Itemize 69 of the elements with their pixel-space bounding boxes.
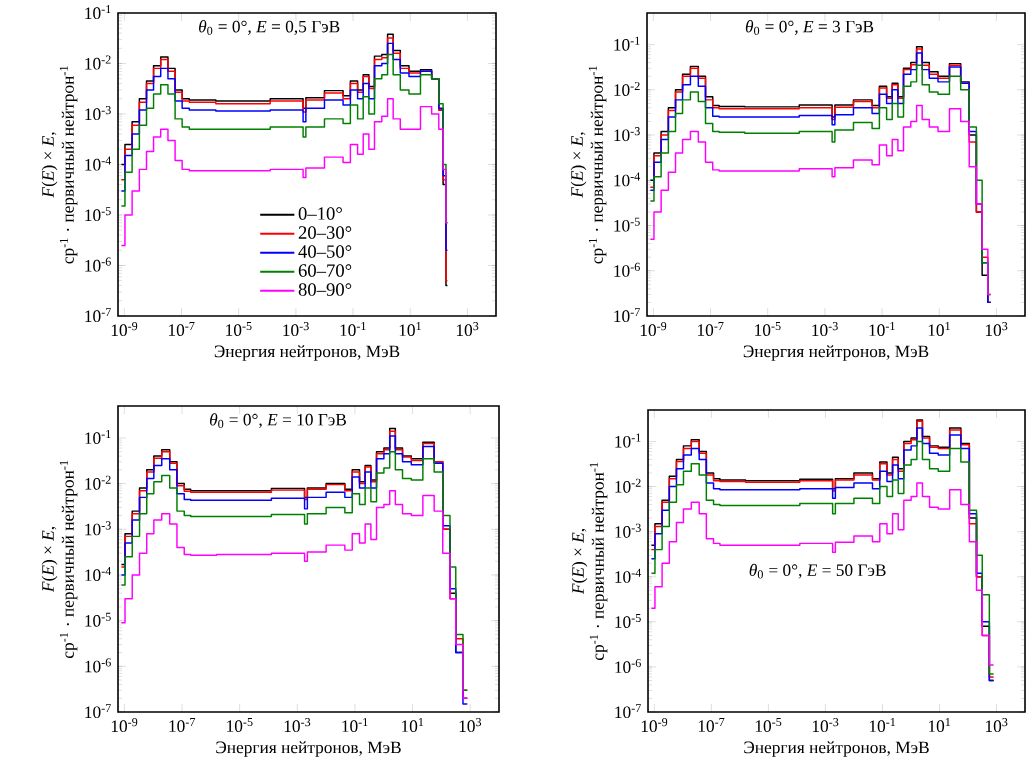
x-axis-title: Энергия нейтронов, МэВ bbox=[743, 345, 929, 361]
y-tick-label: 10$^{-1}$ bbox=[614, 36, 640, 51]
y-tick-label: 10$^{-3}$ bbox=[615, 523, 641, 538]
x-tick-label: 10$^{-7}$ bbox=[698, 322, 724, 336]
y-tick-label: 10$^{-6}$ bbox=[85, 658, 111, 673]
y-tick-label: 10$^{-2}$ bbox=[614, 81, 640, 96]
x-tick-label: 10$^{-5}$ bbox=[226, 322, 252, 336]
x-tick-label: 10$^{3}$ bbox=[985, 718, 1008, 733]
x-tick-label: 10$^{1}$ bbox=[928, 322, 950, 337]
y-tick-label: 10$^{-2}$ bbox=[85, 475, 111, 490]
chart-title: θ$_{0}$ = 0°, E = 0,5 ГэВ bbox=[199, 20, 340, 35]
y-tick-label: 10$^{-7}$ bbox=[614, 308, 640, 323]
y-tick-label: 10$^{-3}$ bbox=[85, 521, 111, 536]
x-tick-label: 10$^{-5}$ bbox=[227, 718, 253, 732]
x-tick-label: 10$^{-3}$ bbox=[812, 322, 838, 337]
y-tick-label: 10$^{-3}$ bbox=[85, 106, 111, 121]
x-tick-label: 10$^{-1}$ bbox=[869, 322, 895, 337]
y-tick-label: 10$^{-6}$ bbox=[615, 658, 641, 673]
x-tick-label: 10$^{1}$ bbox=[928, 718, 951, 733]
y-tick-label: 10$^{-5}$ bbox=[615, 613, 641, 628]
chart-title: θ$_{0}$ = 0°, E = 3 ГэВ bbox=[745, 20, 874, 35]
y-tick-label: 10$^{-5}$ bbox=[85, 612, 111, 627]
y-tick-label: 10$^{-1}$ bbox=[85, 430, 111, 444]
chart-title: θ$_{0}$ = 0°, E = 10 ГэВ bbox=[210, 413, 346, 429]
x-tick-label: 10$^{-1}$ bbox=[340, 322, 366, 337]
x-tick-label: 10$^{1}$ bbox=[399, 322, 421, 337]
legend-label: 80–90° bbox=[298, 283, 352, 296]
y-tick-label: 10$^{-1}$ bbox=[615, 433, 641, 448]
y-tick-label: 10$^{-6}$ bbox=[614, 262, 640, 277]
x-tick-label: 10$^{-9}$ bbox=[640, 322, 667, 337]
x-tick-label: 10$^{3}$ bbox=[456, 322, 479, 337]
y-tick-label: 10$^{-2}$ bbox=[615, 478, 641, 493]
x-tick-label: 10$^{3}$ bbox=[459, 718, 482, 733]
y-tick-label: 10$^{-6}$ bbox=[85, 257, 111, 272]
y-tick-label: 10$^{-7}$ bbox=[85, 308, 111, 323]
x-tick-label: 10$^{-3}$ bbox=[283, 322, 309, 337]
x-axis-title: Энергия нейтронов, МэВ bbox=[214, 345, 400, 361]
x-axis-title: Энергия нейтронов, МэВ bbox=[744, 741, 929, 757]
x-tick-label: 10$^{-9}$ bbox=[641, 718, 668, 733]
x-tick-label: 10$^{-1}$ bbox=[342, 718, 368, 733]
y-tick-label: 10$^{-4}$ bbox=[615, 568, 642, 583]
y-tick-label: 10$^{-1}$ bbox=[85, 5, 111, 20]
y-tick-label: 10$^{-4}$ bbox=[85, 156, 112, 171]
legend-label: 60–70° bbox=[298, 264, 352, 277]
x-tick-label: 10$^{-5}$ bbox=[755, 718, 782, 732]
y-tick-label: 10$^{-2}$ bbox=[85, 55, 111, 70]
x-axis-title: Энергия нейтронов, МэВ bbox=[216, 741, 401, 757]
x-tick-label: 10$^{-1}$ bbox=[869, 718, 896, 733]
x-tick-label: 10$^{-5}$ bbox=[755, 322, 781, 336]
legend-label: 0–10° bbox=[298, 207, 342, 220]
legend-label: 40–50° bbox=[298, 245, 352, 258]
x-tick-label: 10$^{-7}$ bbox=[168, 322, 195, 336]
y-tick-label: 10$^{-4}$ bbox=[85, 567, 112, 582]
x-tick-label: 10$^{-3}$ bbox=[812, 718, 839, 733]
y-tick-label: 10$^{-5}$ bbox=[85, 207, 111, 222]
text: θ$_{0}$ = 0°, E = 50 ГэВ bbox=[749, 563, 886, 579]
y-tick-label: 10$^{-7}$ bbox=[85, 704, 111, 719]
y-tick-label: 10$^{-5}$ bbox=[614, 217, 640, 232]
x-tick-label: 10$^{-9}$ bbox=[111, 718, 138, 733]
x-tick-label: 10$^{3}$ bbox=[985, 322, 1008, 337]
x-tick-label: 10$^{-7}$ bbox=[698, 718, 725, 732]
x-tick-label: 10$^{-7}$ bbox=[169, 718, 196, 732]
y-tick-label: 10$^{-7}$ bbox=[615, 704, 641, 719]
x-tick-label: 10$^{1}$ bbox=[402, 718, 424, 733]
y-tick-label: 10$^{-4}$ bbox=[614, 172, 641, 187]
x-tick-label: 10$^{-3}$ bbox=[284, 718, 311, 733]
y-tick-label: 10$^{-3}$ bbox=[614, 127, 640, 142]
legend-label: 20–30° bbox=[298, 226, 352, 239]
x-tick-label: 10$^{-9}$ bbox=[111, 322, 138, 337]
